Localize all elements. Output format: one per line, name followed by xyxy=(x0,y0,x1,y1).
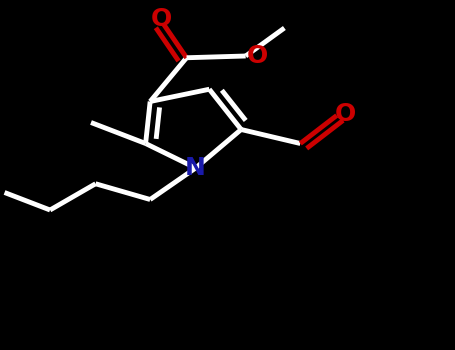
Text: N: N xyxy=(185,156,206,180)
Text: O: O xyxy=(335,102,356,126)
Text: O: O xyxy=(247,44,268,68)
Text: O: O xyxy=(151,7,172,31)
